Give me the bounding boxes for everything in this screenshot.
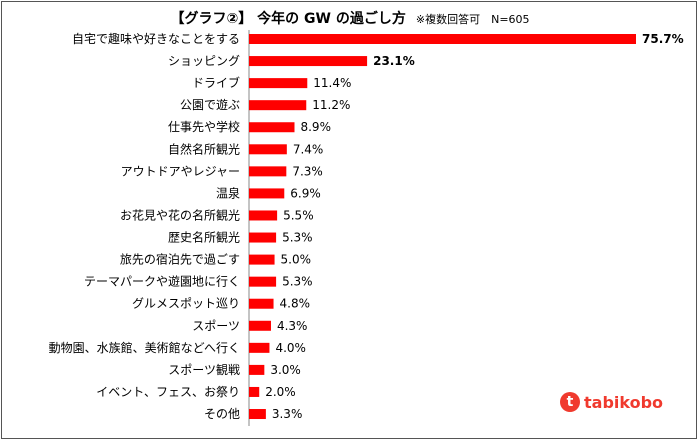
category-label: アウトドアやレジャー [121,164,240,178]
bar [249,276,277,287]
category-label: ドライブ [192,75,240,90]
chart-note: ※複数回答可 N=605 [415,13,530,26]
bar [249,364,265,375]
bar [249,166,287,177]
title-text: 【グラフ②】 今年の GW の過ごし方 [170,11,406,27]
bar [249,254,275,265]
data-label: 11.2% [312,98,350,112]
data-label: 4.0% [275,341,306,355]
bar [249,342,270,353]
data-label: 4.8% [280,297,311,311]
category-label: 動物園、水族館、美術館などへ行く [49,340,240,355]
category-label: スポーツ観戦 [168,363,240,377]
category-label: お花見や花の名所観光 [120,207,240,222]
bar [249,298,274,309]
data-label: 6.9% [290,186,321,200]
category-label: テーマパークや遊園地に行く [84,274,240,289]
data-label: 8.9% [300,120,331,134]
bar [249,210,278,221]
data-label: 75.7% [642,32,684,46]
category-label: 自然名所観光 [168,141,240,156]
category-label: 仕事先や学校 [168,119,240,134]
data-label: 11.4% [313,76,351,90]
category-label: 公園で遊ぶ [180,97,240,112]
category-label: 旅先の宿泊先で過ごす [120,252,240,267]
data-label: 4.3% [277,319,308,333]
bar [249,320,271,331]
bar [249,100,307,111]
bar [249,232,277,243]
data-label: 7.3% [292,164,323,178]
category-label: 温泉 [216,186,240,200]
logo-mark-icon: t [560,392,580,412]
bar [249,122,295,133]
bar [249,78,308,89]
category-label: イベント、フェス、お祭り [96,385,240,399]
bar [249,56,368,67]
bar [249,409,266,420]
data-label: 5.3% [282,231,313,245]
category-label: 歴史名所観光 [168,230,240,245]
category-label: 自宅で趣味や好きなことをする [72,31,240,46]
bar [249,386,260,397]
category-label: ショッピング [168,54,240,68]
logo-text: tabikobo [584,392,664,412]
category-label: グルメスポット巡り [132,297,240,311]
category-label: スポーツ [192,319,240,333]
bar [249,144,287,155]
data-label: 5.0% [281,253,312,267]
data-label: 7.4% [293,142,324,156]
tabikobo-logo: t tabikobo [560,392,663,412]
data-label: 2.0% [265,385,296,399]
bar [249,34,636,44]
data-label: 5.5% [283,208,314,222]
data-label: 5.3% [282,275,313,289]
category-label: その他 [204,407,240,421]
data-label: 23.1% [373,54,415,68]
data-label: 3.3% [272,407,303,421]
data-label: 3.0% [270,363,301,377]
chart-title: 【グラフ②】 今年の GW の過ごし方 ※複数回答可 N=605 [0,8,700,28]
bar [249,188,285,199]
